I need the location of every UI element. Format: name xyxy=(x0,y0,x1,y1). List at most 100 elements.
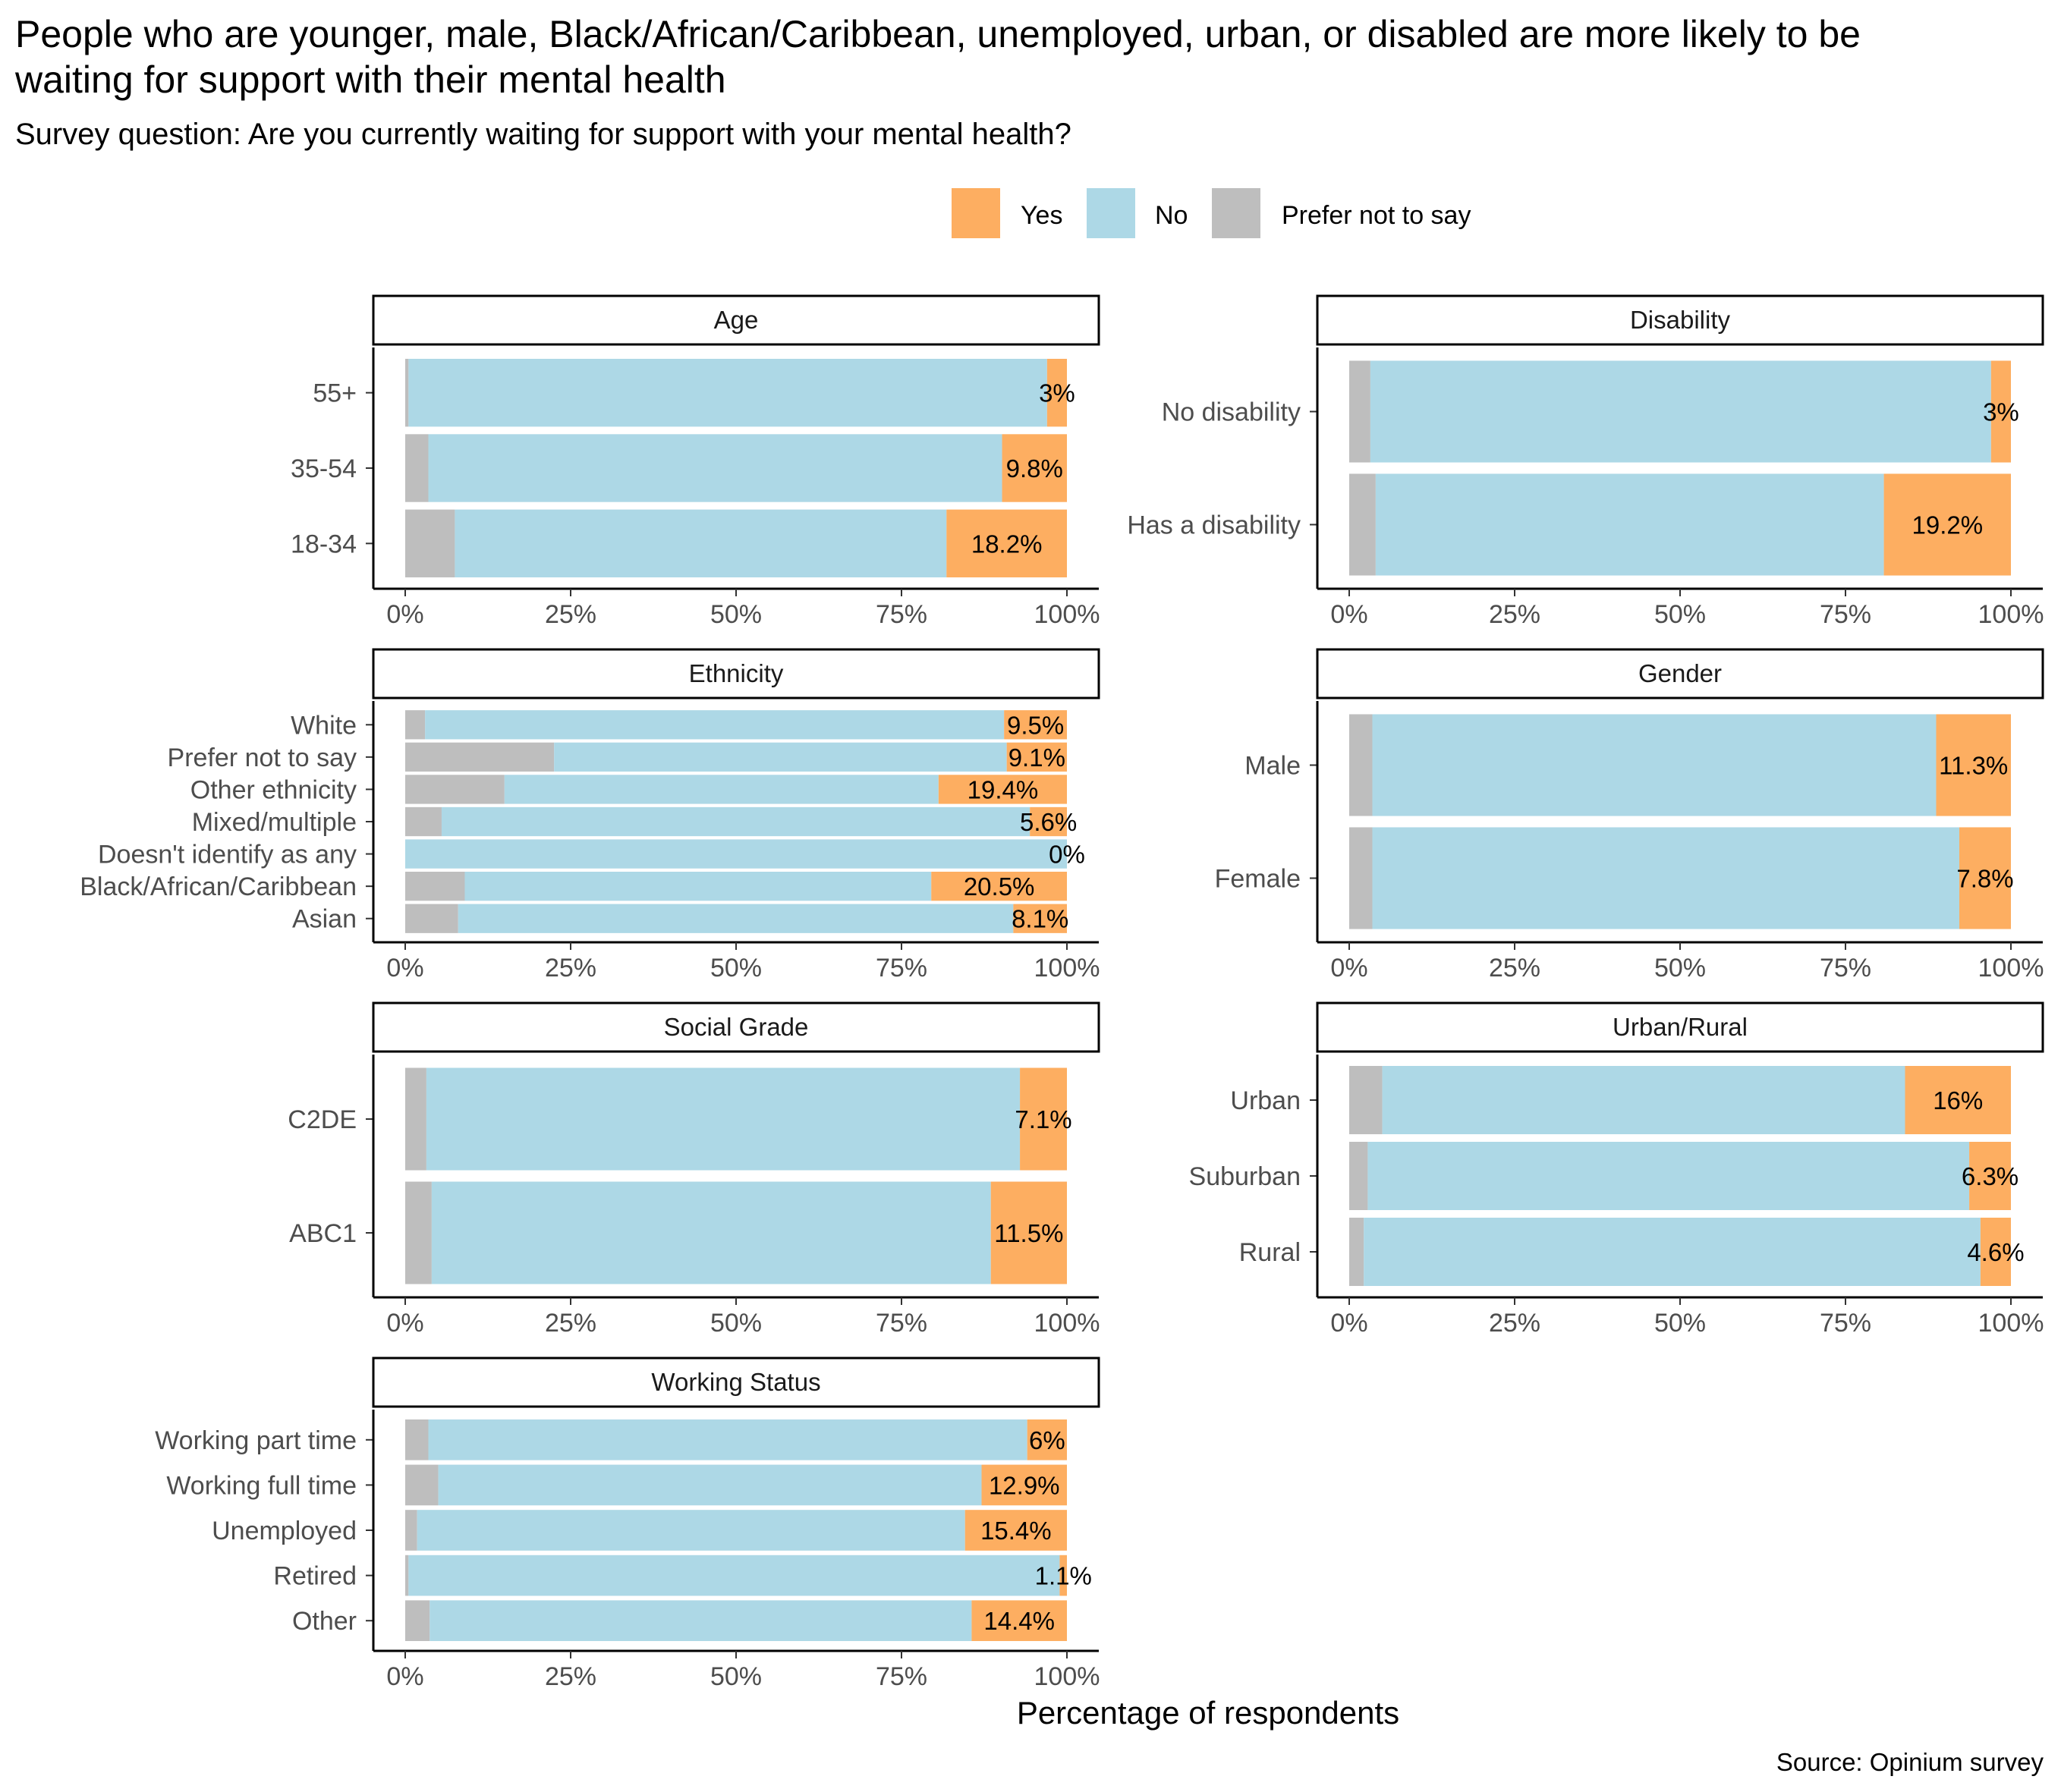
panel-ethnicity-bar-prefer-white xyxy=(405,710,426,740)
panel-urban-rural-bar-prefer-suburban xyxy=(1349,1142,1368,1210)
chart-subtitle: Survey question: Are you currently waiti… xyxy=(15,118,1071,151)
panel-ethnicity: Ethnicity 9.5% White 9.1% Prefer not to say 1… xyxy=(80,648,1100,982)
panel-urban-rural-value-label-urban: 16% xyxy=(1933,1086,1983,1114)
panel-ethnicity-bar-yes-black-african-caribbean xyxy=(931,871,1067,901)
panel-disability-bar-yes-no-disability xyxy=(1990,360,2011,463)
panel-urban-rural-category-label-urban: Urban xyxy=(1230,1086,1301,1115)
panel-ethnicity-category-label-mixed-multiple: Mixed/multiple xyxy=(192,808,357,837)
panel-ethnicity-bar-yes-white xyxy=(1004,710,1067,740)
panel-working-status-bar-no-retired xyxy=(408,1555,1060,1596)
panel-working-status-bar-yes-unemployed xyxy=(964,1510,1067,1551)
panel-urban-rural-bar-prefer-rural xyxy=(1349,1218,1364,1286)
panel-urban-rural-bar-yes-urban xyxy=(1905,1066,2011,1134)
panel-ethnicity-value-label-asian: 8.1% xyxy=(1012,905,1068,933)
panel-ethnicity-x-tick-label-75: 75% xyxy=(876,954,927,982)
panel-urban-rural-x-tick-label-75: 75% xyxy=(1820,1309,1871,1338)
panel-disability-strip xyxy=(1316,294,2044,346)
panel-gender-x-tick-label-50: 50% xyxy=(1654,954,1706,982)
panel-disability-bar-no-no-disability xyxy=(1370,360,1991,463)
source-caption: Source: Opinium survey xyxy=(1776,1748,2044,1776)
panel-gender-value-label-male: 11.3% xyxy=(1939,752,2008,780)
panel-age-x-tick-label-50: 50% xyxy=(710,600,762,629)
panel-working-status-bar-yes-other xyxy=(971,1600,1067,1642)
panel-age-bar-prefer-18-34 xyxy=(405,509,455,578)
legend-key-no xyxy=(1087,188,1135,238)
panel-urban-rural-bar-no-rural xyxy=(1364,1218,1981,1286)
panel-gender-x-tick-label-100: 100% xyxy=(1978,954,2044,982)
panel-age-x-tick-label-75: 75% xyxy=(876,600,927,629)
panel-age-x-tick-label-100: 100% xyxy=(1034,600,1100,629)
panel-ethnicity-x-tick-label-25: 25% xyxy=(545,954,596,982)
panel-disability-category-label-has-a-disability: Has a disability xyxy=(1127,511,1301,540)
panel-gender-x-tick-label-25: 25% xyxy=(1489,954,1540,982)
panel-urban-rural-bar-no-suburban xyxy=(1367,1142,1970,1210)
panel-working-status-value-label-working-part-time: 6% xyxy=(1029,1426,1065,1454)
panel-working-status-x-tick-label-50: 50% xyxy=(710,1662,762,1691)
legend-key-yes xyxy=(952,188,1000,238)
panel-gender: Gender 11.3% Male 7.8% Female 0% 25% 50% 75% 100% xyxy=(1215,648,2044,982)
panel-age-bar-no-55 xyxy=(408,358,1047,427)
panel-gender-category-label-female: Female xyxy=(1215,865,1301,894)
panel-social-grade-category-label-c2de: C2DE xyxy=(288,1105,357,1134)
legend-key-prefer xyxy=(1212,188,1260,238)
panel-working-status-x-tick-label-100: 100% xyxy=(1034,1662,1100,1691)
panel-disability-x-tick-label-75: 75% xyxy=(1820,600,1871,629)
panel-age-category-label-18-34: 18-34 xyxy=(291,530,357,558)
panel-urban-rural-bar-yes-suburban xyxy=(1969,1142,2011,1210)
panel-disability-value-label-no-disability: 3% xyxy=(1983,398,2019,426)
panel-working-status-bar-no-other xyxy=(430,1600,972,1642)
panel-social-grade-bar-prefer-c2de xyxy=(405,1067,426,1171)
panel-social-grade-value-label-abc1: 11.5% xyxy=(994,1219,1063,1247)
panel-ethnicity-bar-prefer-mixed-multiple xyxy=(405,806,442,837)
panel-age-value-label-55: 3% xyxy=(1039,379,1075,407)
panel-social-grade-category-label-abc1: ABC1 xyxy=(289,1219,357,1248)
panel-urban-rural-bar-no-urban xyxy=(1382,1066,1905,1134)
panel-age-bar-prefer-55 xyxy=(405,358,409,427)
panel-ethnicity-category-label-black-african-caribbean: Black/African/Caribbean xyxy=(80,872,357,901)
panel-gender-x-tick-label-75: 75% xyxy=(1820,954,1871,982)
legend-label-prefer: Prefer not to say xyxy=(1282,201,1471,230)
panel-gender-strip xyxy=(1316,648,2044,700)
panel-age-category-label-35-54: 35-54 xyxy=(291,454,357,483)
panel-working-status-category-label-working-full-time: Working full time xyxy=(166,1471,357,1500)
panel-disability: Disability 3% No disability 19.2% Has a disa… xyxy=(1127,294,2044,629)
panel-ethnicity-bar-no-mixed-multiple xyxy=(441,806,1030,837)
panel-disability-x-tick-label-25: 25% xyxy=(1489,600,1540,629)
panel-working-status-bar-prefer-other xyxy=(405,1600,430,1642)
panel-working-status-bar-yes-working-full-time xyxy=(981,1464,1067,1506)
panel-ethnicity-strip xyxy=(372,648,1100,700)
panel-working-status-bar-no-working-full-time xyxy=(438,1464,982,1506)
panel-gender-category-label-male: Male xyxy=(1244,752,1301,781)
panel-working-status-bar-no-working-part-time xyxy=(428,1419,1027,1460)
panel-working-status-value-label-unemployed: 15.4% xyxy=(980,1517,1052,1545)
panel-age-bar-prefer-35-54 xyxy=(405,434,429,502)
panel-disability-bar-yes-has-a-disability xyxy=(1883,473,2011,576)
panel-working-status-bar-yes-retired xyxy=(1059,1555,1067,1596)
panel-social-grade-x-tick-label-25: 25% xyxy=(545,1309,596,1338)
panel-working-status-value-label-retired: 1.1% xyxy=(1035,1562,1092,1590)
panel-social-grade-bar-no-c2de xyxy=(426,1067,1021,1171)
panel-urban-rural-bar-yes-rural xyxy=(1980,1218,2011,1286)
panel-social-grade-x-tick-label-100: 100% xyxy=(1034,1309,1100,1338)
panel-disability-bar-prefer-has-a-disability xyxy=(1349,473,1376,576)
panel-working-status-bar-yes-working-part-time xyxy=(1027,1419,1067,1460)
panel-ethnicity-category-label-prefer-not-to-say: Prefer not to say xyxy=(168,744,357,772)
panel-working-status-category-label-unemployed: Unemployed xyxy=(212,1517,357,1545)
panel-ethnicity-value-label-black-african-caribbean: 20.5% xyxy=(964,872,1035,901)
panel-ethnicity-bar-no-black-african-caribbean xyxy=(464,871,932,901)
panel-urban-rural-x-tick-label-100: 100% xyxy=(1978,1309,2044,1338)
panel-social-grade-x-tick-label-0: 0% xyxy=(386,1309,423,1338)
panel-ethnicity-bar-yes-other-ethnicity xyxy=(938,775,1067,804)
panel-working-status-category-label-working-part-time: Working part time xyxy=(155,1426,357,1455)
panel-gender-bar-no-male xyxy=(1372,714,1937,816)
panel-gender-bar-yes-female xyxy=(1959,827,2011,929)
panel-ethnicity-x-tick-label-0: 0% xyxy=(386,954,423,982)
panel-ethnicity-strip-label: Ethnicity xyxy=(689,659,784,687)
panel-ethnicity-bar-no-white xyxy=(425,710,1005,740)
panel-social-grade-x-tick-label-50: 50% xyxy=(710,1309,762,1338)
panel-ethnicity-bar-prefer-black-african-caribbean xyxy=(405,871,465,901)
panel-age-bar-no-18-34 xyxy=(455,509,947,578)
panel-gender-x-tick-label-0: 0% xyxy=(1330,954,1367,982)
panel-urban-rural-strip-label: Urban/Rural xyxy=(1613,1013,1748,1041)
panel-urban-rural-x-tick-label-0: 0% xyxy=(1330,1309,1367,1338)
